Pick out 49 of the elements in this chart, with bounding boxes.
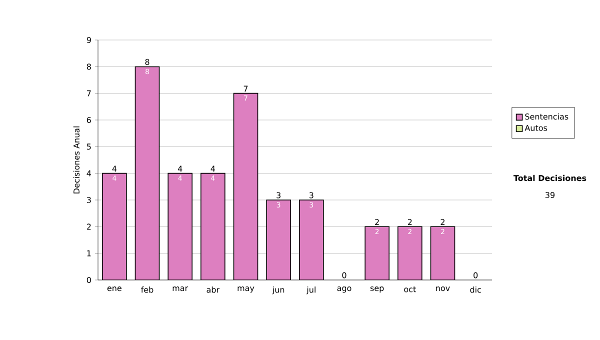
total-label: 0 [342, 272, 346, 278]
bar [398, 226, 422, 280]
total-label: 3 [309, 192, 314, 198]
x-tick-label: may [238, 286, 254, 293]
text: Total Decisiones [513, 174, 586, 182]
bar [200, 172, 226, 280]
y-tick-label: 1 [87, 250, 91, 256]
total-label: 3 [276, 192, 280, 198]
total-label: 2 [375, 219, 379, 225]
y-tick-label: 3 [87, 196, 91, 204]
bar [233, 92, 258, 280]
bar [430, 226, 456, 280]
y-axis-title: Decisiones Anual [73, 126, 80, 194]
y-tick-label: 7 [87, 90, 91, 96]
bar [102, 172, 127, 280]
y-tick-label: 5 [87, 144, 91, 150]
x-tick-label: jul [306, 286, 316, 294]
total-label: 2 [440, 219, 444, 225]
legend-label: Sentencias [525, 113, 568, 120]
y-tick-label: 2 [86, 224, 91, 230]
legend-label: Autos [524, 124, 548, 131]
x-tick-label: feb [141, 286, 154, 293]
total-label: 2 [408, 219, 412, 225]
bar [364, 226, 390, 280]
total-label: 4 [112, 166, 117, 172]
x-tick-label: abr [206, 286, 220, 293]
y-tick-label: 0 [86, 276, 91, 284]
y-tick-label: 4 [86, 170, 92, 176]
total-label: 8 [145, 58, 150, 65]
x-tick-label: nov [436, 286, 450, 292]
x-tick-label: ago [337, 286, 352, 293]
y-tick-label: 9 [86, 36, 91, 44]
bar [266, 200, 291, 280]
y-tick-label: 8 [86, 64, 91, 70]
bar [299, 200, 324, 280]
x-tick-label: dic [470, 286, 481, 293]
text: 39 [546, 192, 555, 198]
x-tick-label: jun [272, 286, 284, 294]
bar [134, 66, 160, 280]
total-label: 0 [474, 272, 478, 278]
y-tick-label: 6 [86, 116, 91, 124]
x-tick-label: sep [370, 286, 384, 293]
total-label: 7 [244, 86, 248, 92]
total-label: 4 [178, 166, 182, 172]
x-tick-label: mar [172, 286, 188, 292]
x-tick-label: oct [404, 286, 416, 292]
total-label: 4 [210, 166, 216, 172]
x-tick-label: ene [107, 286, 122, 292]
bar [168, 172, 192, 280]
